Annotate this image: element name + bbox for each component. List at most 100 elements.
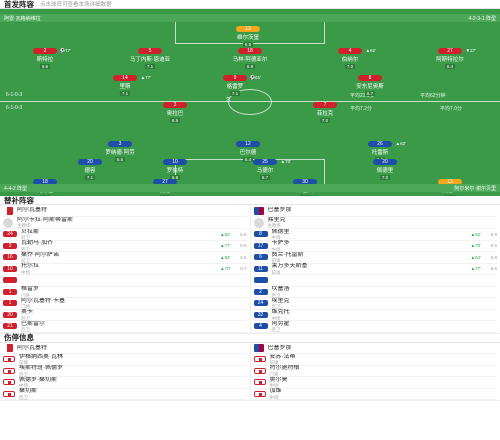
player-name: 罗纳德·阿劳 (105, 150, 135, 156)
injury-row[interactable]: 加维 中场 (253, 388, 497, 400)
player-position: 前锋 (271, 258, 281, 263)
sub-player-row[interactable]: 24 贝拉斯 前卫 ▲62' 6.8 (3, 229, 247, 241)
player-rating: 6.6 (39, 195, 51, 196)
sub-player-row[interactable]: 32 维克托 中场 (253, 309, 497, 321)
injury-row[interactable]: 特尔施特根 门将 (253, 365, 497, 377)
away-player-marker[interactable]: 20 佩德里 7.0 (357, 159, 413, 181)
player-rating: 6.6 (39, 64, 51, 69)
sub-player-row[interactable]: 11 莱万多夫斯基 前锋 ▲77' 6.5 (253, 263, 497, 275)
sub-time: ▲64' (470, 254, 481, 260)
home-crest-icon (3, 343, 13, 352)
sub-player-row[interactable]: 10 托尔拉 中场 ▲70' 6.7 (3, 263, 247, 275)
jersey-number: 3 (108, 141, 132, 147)
player-name: 加维 (269, 388, 282, 394)
player-name: 罗伯特 (166, 168, 184, 174)
injury-icon (253, 379, 266, 386)
player-name: 维克托 (271, 309, 290, 315)
sub-player-row[interactable] (3, 275, 247, 287)
sub-rating: 6.5 (490, 266, 497, 272)
injury-row[interactable]: 佩德罗·桑切斯 中场 (3, 377, 247, 389)
sub-player-row[interactable]: 8 佩德里 中场 ▲62' 6.9 (253, 229, 497, 241)
home-player-marker[interactable]: 14 ▲77' 里斯 7.1 (97, 75, 153, 97)
away-injury-team: 巴塞罗那 (267, 344, 292, 351)
away-player-marker[interactable]: 10 罗伯特 6.8 (147, 159, 203, 181)
center-stat-age: 平均22.9岁 (350, 93, 375, 99)
injury-title: 伤停信息 (4, 333, 34, 342)
player-rating: 6.9 (299, 195, 311, 196)
sub-player-row[interactable]: 1 阿尔瓦塞特·卡塞 门将 (3, 298, 247, 310)
sub-time: ▲70' (220, 266, 231, 272)
home-player-marker[interactable]: 9 ⚽61' 格雷罗 7.1 (207, 75, 263, 97)
home-manager-row[interactable]: 阿尔卡拉·阿斯蒂雷斯 主教练 (3, 217, 247, 229)
injury-row[interactable]: 安苏·法蒂 前锋 (253, 354, 497, 366)
event-icon: ⚽61' (249, 75, 261, 80)
player-name: 格雷罗 (226, 84, 244, 90)
away-player-marker[interactable]: 25 ▲70' 马德尔 6.7 (237, 159, 293, 181)
player-name: 维尔茨堡 (236, 35, 259, 41)
player-position: 前卫 (21, 235, 30, 240)
sub-rating: 6.7 (240, 266, 247, 272)
player-rating: 6.9 (169, 118, 181, 123)
sub-player-row[interactable]: 3 瓦勒马·加齐 后卫 ▲77' 6.6 (3, 240, 247, 252)
sub-player-row[interactable]: 21 巴斯雷尔 后卫 (3, 321, 247, 333)
player-name: 伊格纳西奥·瓦林 (19, 353, 63, 360)
home-player-marker[interactable]: 27 ▼27' 阿斯特拉尔 6.4 (422, 48, 478, 70)
player-position: 中场 (271, 315, 281, 321)
jersey-number: 32 (253, 311, 268, 318)
sub-player-row[interactable]: 2 坎塞洛 后卫 (253, 286, 497, 298)
away-team-row[interactable]: 巴塞罗那 (253, 205, 497, 217)
player-name: 佩德里 (376, 168, 394, 174)
home-player-marker[interactable]: 18 马林·阿德亚尔 6.8 (222, 48, 278, 70)
away-player-marker[interactable]: 20 德容 7.1 (62, 159, 118, 181)
away-crest-icon (253, 206, 264, 215)
sub-player-row[interactable]: 6 费兰·托雷斯 前锋 ▲64' 6.8 (253, 252, 497, 264)
away-manager-row[interactable]: 弗里克 主教练 (253, 217, 497, 229)
event-icon: ▼27' (465, 48, 476, 53)
player-name: 瓦勒马·加齐 (21, 240, 53, 246)
jersey-number: 9 (223, 75, 247, 81)
sub-player-row[interactable]: 24 埃里克 后卫 (253, 297, 497, 310)
sub-player-row[interactable]: 20 奥卡 后卫 (3, 309, 247, 321)
sub-time: ▲62' (470, 231, 481, 237)
away-subs: 巴塞罗那 弗里克 主教练 8 佩德里 中场 ▲62' 6.9 17 卡萨多 中场 ▲70' 6.6 6… (249, 205, 500, 333)
home-formation: 4-2-3-1 阵型 (468, 15, 496, 22)
injury-row[interactable]: 桑切斯 后卫 (3, 388, 247, 400)
home-player-marker[interactable]: 7 菲拉克 7.0 (297, 102, 353, 124)
home-player-marker[interactable]: 2 ⚽77' 斯特拉 6.6 (17, 48, 73, 70)
player-position: 中场 (269, 394, 279, 400)
sub-player-row[interactable]: 16 桑乔·阿尔萨诺 前卫 ▲82' 6.5 (3, 252, 247, 264)
away-player-marker[interactable]: 3 罗纳德·阿劳 6.5 (92, 141, 148, 163)
away-player-marker[interactable]: 12 巴尔德 6.4 (220, 141, 276, 163)
injury-row[interactable]: 伊格纳西奥·瓦林 前锋 (3, 354, 247, 366)
away-coach: 阿尔米尔·谢尔贝里 (454, 185, 496, 192)
away-injury-team-row: 巴塞罗那 (253, 343, 497, 354)
player-position: 中场 (271, 235, 281, 240)
jersey-number: 1 (3, 300, 17, 307)
home-player-marker[interactable]: 5 马丁内斯·恩迪亚 7.1 (122, 48, 178, 70)
player-name: 安东尼奥斯 (356, 84, 384, 90)
injury-icon (3, 367, 15, 374)
sub-player-row[interactable] (253, 275, 497, 287)
home-player-marker[interactable]: 8 安东尼奥斯 6.7 (342, 75, 398, 97)
home-player-marker[interactable]: 13 维尔茨堡 6.8 (220, 26, 276, 48)
injury-row[interactable]: 奥尔莫 中场 (253, 376, 497, 389)
home-team-row[interactable]: 阿尔瓦塞特 (3, 205, 247, 217)
sub-rating: 6.6 (240, 243, 247, 249)
player-name: 斯特拉 (36, 57, 54, 63)
sub-player-row[interactable]: 17 卡萨多 中场 ▲70' 6.6 (253, 240, 497, 252)
home-injury-team: 阿尔瓦塞特 (17, 344, 48, 351)
sub-player-row[interactable]: 1 格雷罗 门将 (3, 286, 247, 298)
injury-row[interactable]: 埃斯特班·佩德罗 后卫 (3, 365, 247, 377)
jersey-number: 17 (253, 242, 268, 249)
player-name: 埃里克 (271, 297, 290, 304)
sub-rating: 6.8 (490, 254, 497, 260)
injury-header: 伤停信息 (0, 333, 500, 343)
player-rating: 6.7 (364, 91, 376, 96)
home-player-marker[interactable]: 3 奥拉巴 6.9 (147, 102, 203, 124)
player-name: 埃斯特班·佩德罗 (19, 365, 63, 371)
home-player-marker[interactable]: 4 ▲62' 伯纳尔 7.0 (322, 48, 378, 70)
player-name: 阿尔瓦塞特·卡塞 (21, 297, 65, 304)
player-name: 奥尔莫 (269, 376, 288, 383)
jersey-number: 20 (373, 159, 397, 165)
sub-player-row[interactable]: 4 阿劳霍 后卫 (253, 321, 497, 333)
